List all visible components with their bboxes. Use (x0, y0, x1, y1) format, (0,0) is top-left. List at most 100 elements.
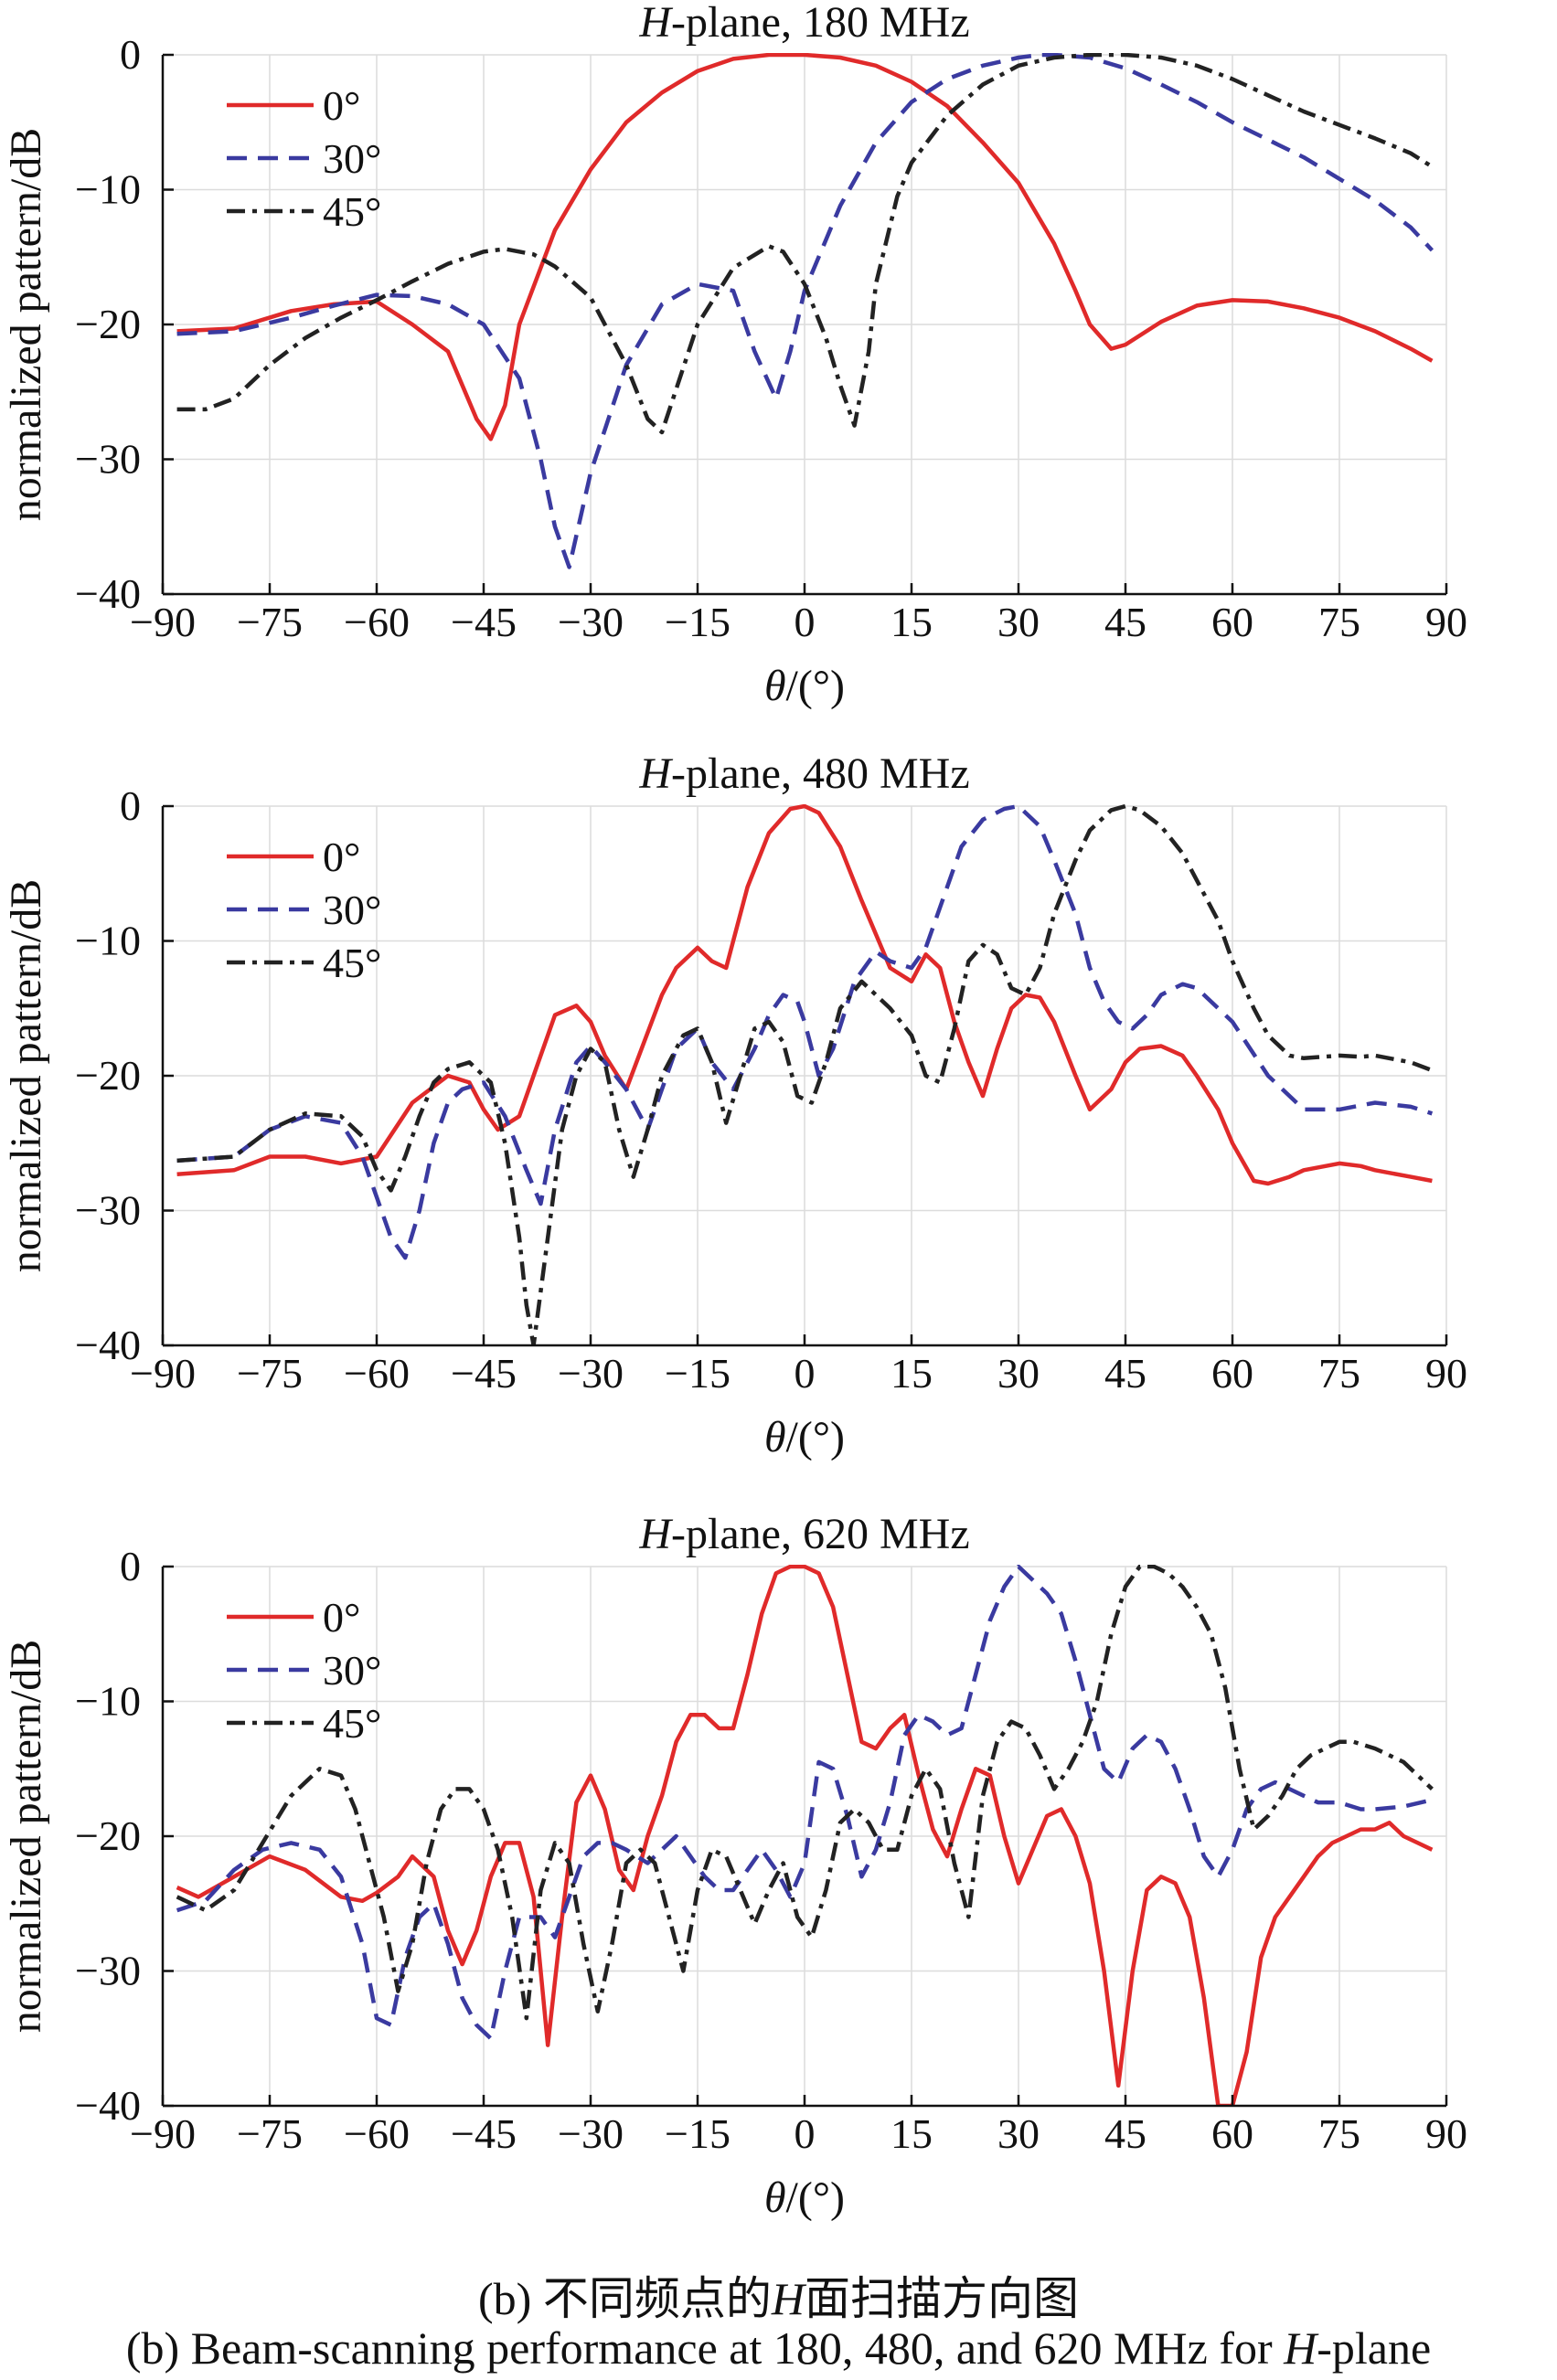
legend-label-part-0: 30° (323, 135, 381, 182)
legend-label: 30° (323, 135, 381, 182)
x-tick-label-part-0: −30 (558, 1350, 624, 1397)
x-axis-label-part-1: /(°) (786, 1413, 846, 1461)
x-tick-label: 75 (1318, 2110, 1360, 2157)
x-tick-label: −90 (130, 2110, 196, 2157)
legend-label-part-0: 45° (323, 1700, 381, 1747)
y-axis-label: normalized pattern/dB (2, 1640, 50, 2034)
x-tick-label-part-0: −60 (344, 1350, 410, 1397)
y-tick-label-part-0: −30 (75, 1948, 141, 1994)
legend-label-part-0: 45° (323, 188, 381, 235)
chart-panel-2: −90 −75 −60 −45 −30 −15 0 15 30 45 60 75 90 0 −10 −20 −3… (2, 1510, 1467, 2222)
x-tick-label: 75 (1318, 599, 1360, 645)
x-tick-label: 60 (1211, 1350, 1253, 1397)
y-tick-label-part-0: −30 (75, 436, 141, 483)
y-tick-label-part-0: −10 (75, 1678, 141, 1725)
caption-zh-italic: H (771, 2273, 805, 2324)
x-tick-label-part-0: −15 (665, 2110, 731, 2157)
x-tick-label: 75 (1318, 1350, 1360, 1397)
y-tick-label-part-0: 0 (120, 782, 141, 829)
x-tick-label-part-0: −45 (451, 2110, 517, 2157)
y-tick-label-part-0: −40 (75, 1322, 141, 1368)
x-tick-label: −15 (665, 2110, 731, 2157)
series-line-30deg (176, 804, 1434, 1260)
x-tick-label: 30 (997, 1350, 1040, 1397)
caption-en-suffix: -plane (1317, 2322, 1432, 2374)
x-tick-label-part-0: 15 (890, 599, 933, 645)
x-tick-label-part-0: 45 (1104, 1350, 1146, 1397)
x-tick-label-part-0: −90 (130, 1350, 196, 1397)
caption-chinese: (b) 不同频点的H面扫描方向图 (0, 2262, 1557, 2328)
x-tick-label: 45 (1104, 1350, 1146, 1397)
x-tick-label-part-0: 15 (890, 2110, 933, 2157)
legend-label: 0° (323, 1594, 360, 1641)
x-axis-label-part-1: /(°) (786, 662, 846, 710)
chart-title-part-1: -plane, 180 MHz (671, 0, 970, 47)
x-tick-label: 60 (1211, 2110, 1253, 2157)
x-tick-label: 15 (890, 599, 933, 645)
x-tick-label-part-0: −60 (344, 599, 410, 645)
x-tick-label: −75 (237, 599, 303, 645)
y-axis-label-part-0: normalized pattern/dB (2, 879, 50, 1273)
legend-label: 30° (323, 887, 381, 933)
x-tick-label: 30 (997, 2110, 1040, 2157)
x-tick-label: −75 (237, 1350, 303, 1397)
caption-english: (b) Beam-scanning performance at 180, 48… (0, 2322, 1557, 2375)
y-tick-label-part-0: −20 (75, 1812, 141, 1859)
series-line-0deg (176, 804, 1433, 1186)
x-tick-label: 45 (1104, 2110, 1146, 2157)
x-tick-label: 30 (997, 599, 1040, 645)
x-tick-label: −15 (665, 1350, 731, 1397)
chart-title-part-1: -plane, 480 MHz (671, 749, 970, 798)
x-tick-label-part-0: 30 (997, 1350, 1040, 1397)
y-tick-label: 0 (120, 782, 141, 829)
x-tick-label-part-0: 90 (1425, 2110, 1467, 2157)
x-tick-label: −45 (451, 2110, 517, 2157)
series-line-45deg (176, 53, 1434, 435)
y-tick-label: −20 (75, 1052, 141, 1099)
y-axis-label-part-0: normalized pattern/dB (2, 128, 50, 522)
series-line-0deg (176, 53, 1434, 441)
x-tick-label-part-0: −90 (130, 2110, 196, 2157)
chart-title: H-plane, 480 MHz (638, 749, 969, 798)
legend-label: 30° (323, 1647, 381, 1694)
y-tick-label: −10 (75, 918, 141, 964)
x-tick-label-part-0: −75 (237, 1350, 303, 1397)
y-tick-label: −30 (75, 436, 141, 483)
y-tick-label: −20 (75, 301, 141, 347)
x-axis-label-part-0: θ (764, 1413, 786, 1461)
y-tick-label-part-0: −20 (75, 301, 141, 347)
x-tick-label: −90 (130, 1350, 196, 1397)
y-axis-label-part-0: normalized pattern/dB (2, 1640, 50, 2034)
y-tick-label: −10 (75, 1678, 141, 1725)
chart-title: H-plane, 620 MHz (638, 1510, 969, 1558)
x-tick-label: −30 (558, 599, 624, 645)
legend-label: 45° (323, 188, 381, 235)
chart-title-part-0: H (638, 1510, 673, 1558)
x-tick-label-part-0: 0 (794, 1350, 816, 1397)
x-tick-label-part-0: 30 (997, 2110, 1040, 2157)
y-tick-label-part-0: −40 (75, 570, 141, 617)
x-tick-label-part-0: 30 (997, 599, 1040, 645)
x-tick-label: −45 (451, 1350, 517, 1397)
y-tick-label-part-0: 0 (120, 31, 141, 78)
x-axis-label-part-0: θ (764, 2173, 786, 2222)
x-tick-label-part-0: 60 (1211, 2110, 1253, 2157)
x-tick-label: −30 (558, 1350, 624, 1397)
legend-label: 0° (323, 834, 360, 880)
series-line-30deg (176, 1565, 1433, 2041)
x-tick-label-part-0: −15 (665, 599, 731, 645)
chart-panel-0: −90 −75 −60 −45 −30 −15 0 15 30 45 60 75 90 0 −10 −20 −3… (2, 0, 1467, 710)
x-tick-label-part-0: 0 (794, 599, 816, 645)
x-tick-label-part-0: 90 (1425, 1350, 1467, 1397)
x-tick-label-part-0: −30 (558, 599, 624, 645)
x-tick-label: −45 (451, 599, 517, 645)
x-tick-label: −60 (344, 599, 410, 645)
x-tick-label-part-0: 0 (794, 2110, 816, 2157)
x-tick-label-part-0: −45 (451, 599, 517, 645)
y-tick-label-part-0: −10 (75, 166, 141, 213)
y-tick-label: −30 (75, 1187, 141, 1234)
legend-label-part-0: 0° (323, 82, 360, 129)
x-tick-label-part-0: −90 (130, 599, 196, 645)
y-tick-label: −40 (75, 1322, 141, 1368)
x-tick-label: 15 (890, 2110, 933, 2157)
